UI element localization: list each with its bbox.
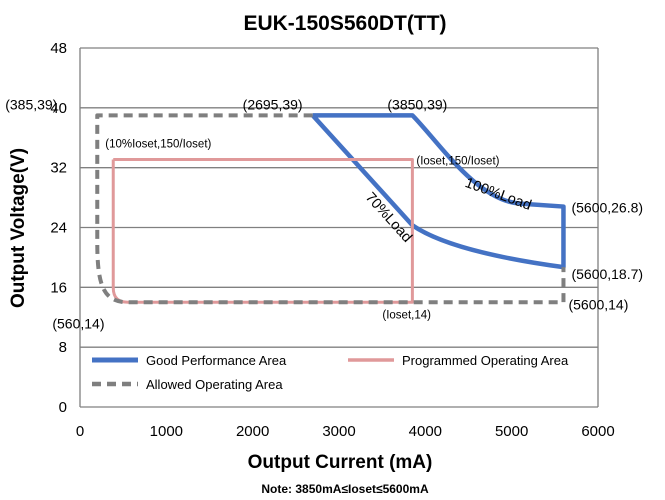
grid — [79, 47, 599, 408]
x-tick-label: 1000 — [150, 423, 183, 440]
annotation-label: (5600,26.8) — [571, 200, 643, 216]
x-tick-labels: 0 1000 2000 3000 4000 5000 6000 — [76, 423, 615, 440]
annotation-label: (385,39) — [5, 96, 57, 112]
y-tick-label: 32 — [50, 160, 67, 177]
annotation-label: (5600,18.7) — [571, 266, 643, 282]
series-allowed-operating-area — [95, 113, 566, 305]
legend: Good Performance Area Programmed Operatin… — [92, 353, 569, 392]
chart-title: EUK-150S560DT(TT) — [243, 12, 446, 35]
legend-label-good-performance-area: Good Performance Area — [146, 353, 287, 368]
y-tick-label: 24 — [50, 220, 67, 237]
annotation-label: (3850,39) — [387, 96, 447, 112]
x-tick-label: 3000 — [322, 423, 355, 440]
y-tick-label: 40 — [50, 100, 67, 117]
annotation-label: (Ioset,150/Ioset) — [416, 155, 499, 167]
annotation-label: (10%Ioset,150/Ioset) — [105, 138, 211, 150]
y-tick-label: 0 — [59, 399, 67, 416]
x-tick-label: 0 — [76, 423, 84, 440]
x-tick-label: 4000 — [409, 423, 442, 440]
legend-label-allowed-operating-area: Allowed Operating Area — [146, 377, 283, 392]
annotation-label: (Ioset,14) — [382, 309, 431, 321]
annotation-label: (560,14) — [52, 315, 104, 331]
series-group — [95, 113, 566, 305]
x-axis-title: Output Current (mA) — [248, 452, 433, 473]
x-tick-label: 2000 — [236, 423, 269, 440]
series-good-performance-area — [311, 113, 566, 270]
series-programmed-operating-area — [111, 157, 414, 304]
x-tick-label: 6000 — [581, 423, 614, 440]
legend-label-programmed-operating-area: Programmed Operating Area — [402, 353, 569, 368]
note-text: Note: 3850mA≤Ioset≤5600mA — [261, 482, 429, 496]
y-tick-label: 48 — [50, 40, 67, 57]
annotation-label: (2695,39) — [243, 96, 303, 112]
y-tick-label: 8 — [59, 339, 67, 356]
y-axis-title: Output Voltage(V) — [8, 148, 29, 308]
annotation-label: (5600,14) — [568, 296, 628, 312]
y-tick-label: 16 — [50, 279, 67, 296]
annotation-label: 100%Load — [463, 175, 534, 214]
annotations: (385,39) (2695,39) (3850,39) (10%Ioset,150/… — [5, 96, 643, 331]
x-tick-label: 5000 — [495, 423, 528, 440]
y-tick-labels: 0 8 16 24 32 40 48 — [50, 40, 67, 416]
